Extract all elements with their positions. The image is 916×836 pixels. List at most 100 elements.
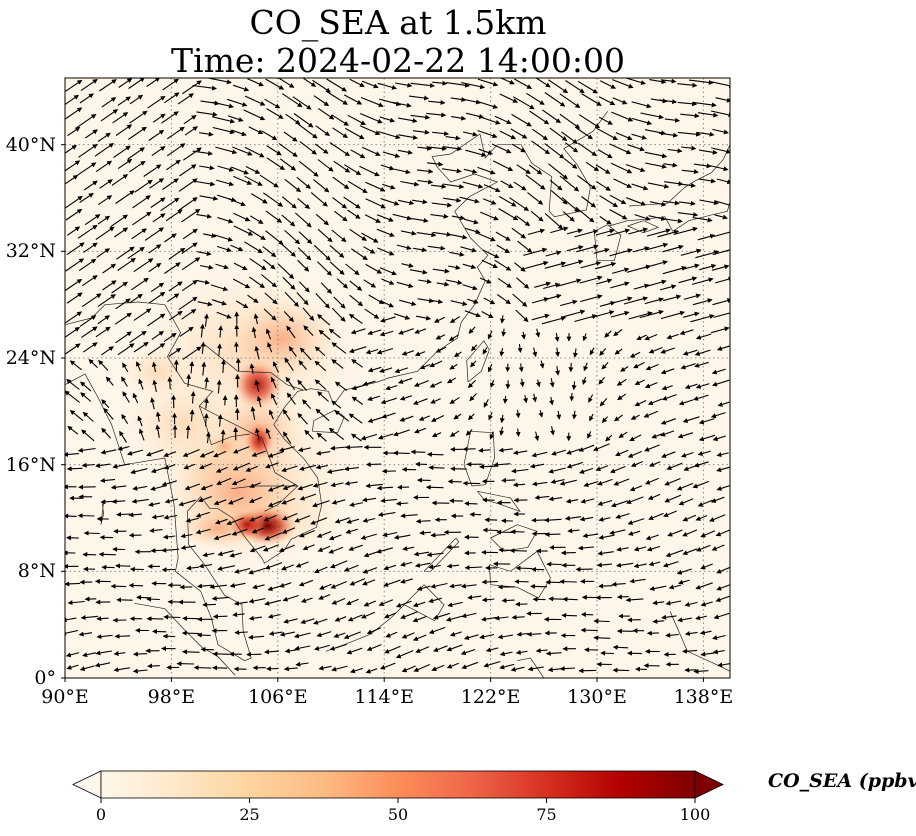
wind-arrow (163, 514, 178, 520)
wind-arrow (314, 566, 328, 574)
wind-arrow (129, 293, 143, 304)
wind-arrow (181, 242, 198, 255)
wind-arrow (155, 424, 161, 438)
wind-arrow (660, 310, 686, 320)
wind-arrow (167, 376, 173, 390)
wind-arrow (231, 478, 246, 486)
wind-arrow (251, 326, 257, 339)
wind-arrow (639, 309, 664, 319)
wind-arrow (692, 480, 710, 489)
wind-arrow (610, 296, 633, 305)
wind-arrow (502, 395, 508, 404)
wind-arrow (127, 449, 144, 456)
wind-arrow (436, 281, 450, 287)
wind-arrow (262, 544, 280, 552)
wind-arrow (262, 246, 277, 258)
wind-arrow (297, 412, 308, 425)
wind-arrow (682, 548, 698, 555)
wind-arrow (316, 631, 332, 638)
wind-arrow (430, 415, 445, 422)
wind-arrow (577, 545, 595, 551)
wind-arrow (612, 667, 630, 673)
wind-arrow (587, 431, 592, 439)
wind-arrow (644, 333, 658, 341)
wind-arrow (646, 279, 667, 287)
wind-arrow (65, 208, 83, 221)
wind-arrow (481, 616, 497, 622)
wind-arrow (673, 226, 698, 236)
wind-arrow (629, 434, 642, 442)
wind-arrow (583, 362, 589, 372)
wind-arrow (616, 594, 629, 600)
wind-arrow (401, 350, 414, 356)
wind-arrow (203, 413, 209, 427)
wind-arrow (295, 561, 309, 568)
wind-arrow (178, 296, 198, 311)
wind-arrow (662, 265, 687, 275)
wind-arrow (255, 427, 260, 440)
wind-arrow (203, 397, 209, 409)
wind-arrow (81, 293, 102, 308)
wind-arrow (613, 414, 623, 422)
wind-arrow (483, 660, 501, 668)
wind-arrow (132, 651, 148, 657)
wind-arrow (392, 450, 410, 456)
wind-arrow (468, 326, 476, 334)
wind-arrow (462, 263, 477, 270)
wind-arrow (345, 528, 358, 534)
wind-arrow (350, 248, 368, 261)
wind-arrow (254, 379, 260, 392)
wind-arrow (249, 496, 263, 503)
wind-arrow (163, 332, 177, 343)
wind-arrow (652, 600, 665, 606)
wind-arrow (146, 596, 160, 602)
wind-arrow (229, 552, 243, 558)
wind-arrow (216, 245, 232, 253)
wind-arrow (164, 262, 181, 274)
wind-arrow (65, 652, 80, 658)
wind-arrow (349, 228, 367, 241)
wind-arrow (163, 233, 177, 243)
wind-arrow (65, 258, 85, 272)
wind-arrow (270, 376, 277, 389)
wind-arrow (697, 499, 713, 507)
wind-arrow (215, 466, 228, 473)
wind-arrow (244, 241, 263, 254)
wind-arrow (186, 565, 199, 571)
wind-arrow (329, 261, 345, 275)
wind-arrow (330, 580, 347, 589)
wind-arrow (362, 567, 378, 574)
wind-arrow (384, 612, 397, 619)
wind-arrow (678, 276, 698, 284)
wind-arrow (267, 341, 273, 353)
wind-arrow (604, 330, 612, 338)
wind-arrow (326, 468, 344, 474)
wind-arrow (376, 485, 394, 491)
wind-arrow (234, 629, 248, 635)
wind-arrow (102, 263, 117, 274)
plot-title-line1: CO_SEA at 1.5km (249, 3, 547, 42)
wind-arrow (256, 395, 262, 408)
wind-arrow (81, 429, 95, 442)
wind-arrow (579, 516, 594, 522)
wind-arrow (127, 246, 145, 260)
wind-arrow (593, 247, 610, 254)
wind-arrow (665, 632, 679, 638)
wind-arrow (401, 632, 415, 639)
lon-tick-label: 130°E (567, 686, 627, 708)
wind-arrow (131, 498, 149, 504)
wind-arrow (515, 309, 529, 323)
wind-arrow (264, 562, 283, 570)
wind-arrow (66, 378, 80, 390)
wind-arrow (138, 378, 144, 390)
wind-arrow (349, 280, 363, 291)
wind-arrow (476, 232, 496, 242)
wind-arrow (660, 347, 675, 354)
wind-arrow (648, 512, 664, 521)
wind-arrow (695, 383, 710, 389)
wind-arrow (66, 226, 81, 236)
wind-arrow (501, 598, 515, 604)
colorbar-tick-label: 50 (387, 805, 409, 824)
wind-arrow (95, 650, 112, 656)
wind-arrow (713, 231, 730, 238)
